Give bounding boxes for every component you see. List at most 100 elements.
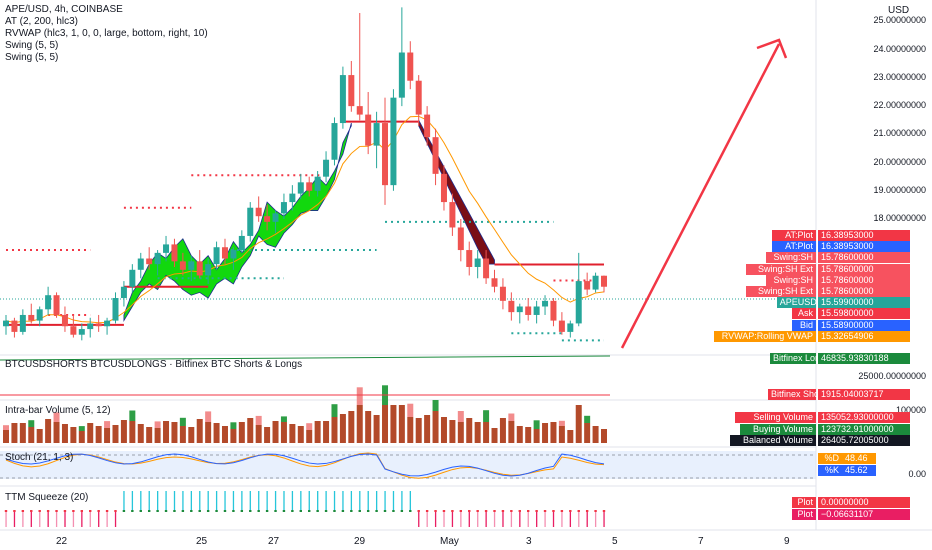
ttm-dot (535, 510, 538, 512)
candle (348, 60, 355, 112)
date-label: 3 (526, 536, 532, 547)
ttm-dot (602, 510, 606, 512)
ttm-bar (409, 491, 411, 511)
ttm-bar (98, 511, 100, 527)
ttm-dot (392, 510, 395, 512)
candle (558, 312, 565, 335)
price-tag-value: 15.78600000 (818, 263, 910, 275)
ttm-bar (55, 511, 58, 527)
ttm-dot (468, 510, 471, 512)
ttm-dot (543, 510, 547, 512)
candle (264, 204, 271, 231)
candle (373, 111, 380, 169)
volume-bar (516, 426, 523, 443)
ttm-dot (232, 510, 235, 512)
volume-bar (28, 420, 35, 443)
ttm-bar (232, 491, 235, 511)
arrow-drawing[interactable] (620, 38, 788, 349)
ttm-bar (317, 491, 319, 511)
volume-bar (247, 418, 254, 443)
volume-bar (373, 415, 380, 443)
ttm-bar (418, 511, 420, 527)
ttm-dot (13, 510, 16, 512)
ttm-bar (485, 511, 487, 527)
shorts-longs-legend[interactable]: BTCUSDSHORTS BTCUSDLONGS · Bitfinex BTC … (5, 359, 303, 370)
ttm-bar (603, 511, 605, 527)
date-label: 25 (196, 536, 208, 547)
ttm-dot (594, 510, 597, 512)
ttm-bar (342, 491, 344, 511)
volume-bar (382, 385, 389, 443)
volume-bar (19, 423, 26, 443)
stoch-k-line (5, 453, 605, 477)
volume-bar (272, 421, 279, 443)
ttm-dot (324, 510, 328, 512)
ttm-dot (257, 510, 260, 512)
price-tag-name: Swing:SH Ext (745, 263, 816, 275)
currency-label[interactable]: USD (888, 5, 910, 16)
price-tag-name: Ask (792, 308, 816, 320)
ttm-bar (493, 511, 496, 527)
ttm-dot (164, 510, 168, 512)
price-axis-label: 25.00000000 (873, 15, 926, 26)
candle (483, 250, 490, 284)
volume-bars (3, 385, 607, 443)
ttm-dot (442, 510, 446, 512)
ttm-dot (476, 510, 479, 512)
ttm-bar (291, 491, 294, 511)
price-axis-label: 22.00000000 (873, 100, 926, 111)
volume-bar (449, 420, 456, 443)
volume-bar (3, 425, 9, 443)
indicator-swing-legend[interactable]: Swing (5, 5) (5, 40, 59, 51)
ttm-bar (434, 511, 437, 527)
candle (508, 292, 515, 321)
candle (289, 185, 296, 211)
candle (339, 66, 346, 129)
ttm-dot (358, 510, 361, 512)
price-tag-name: AT:Plot (771, 230, 816, 241)
indicator-rvwap-legend[interactable]: RVWAP (hlc3, 1, 0, 0, large, bottom, rig… (5, 28, 208, 39)
ttm-dot (366, 510, 370, 512)
volume-bar (146, 427, 153, 443)
price-tag-value: 15.59800000 (818, 308, 910, 320)
ttm-dot (552, 510, 555, 512)
candle (449, 193, 456, 236)
ttm-dot (434, 510, 437, 512)
ttm-dot (526, 510, 530, 512)
volume-bar (45, 419, 52, 443)
volume-bar (348, 411, 355, 443)
ttm-bar (552, 511, 555, 527)
candlesticks (3, 7, 607, 341)
volume-bar (575, 405, 582, 443)
stoch-legend[interactable]: Stoch (21, 1, 3) (5, 452, 74, 463)
price-axis-label: 20.00000000 (873, 156, 926, 167)
volume-tag-name: Buying Volume (740, 423, 816, 435)
ttm-dot (409, 510, 412, 512)
ttm-bar (81, 511, 83, 527)
ttm-bar (190, 491, 192, 511)
volume-bar (499, 418, 506, 443)
ttm-dot (190, 510, 193, 512)
ttm-bar (106, 511, 108, 527)
date-label: 9 (784, 536, 790, 547)
volume-bar (230, 422, 237, 443)
ttm-dot (139, 510, 142, 512)
volume-bar (432, 400, 439, 443)
ttm-legend[interactable]: TTM Squeeze (20) (5, 492, 89, 503)
ttm-bar (89, 511, 91, 527)
volume-bar (280, 416, 287, 443)
volume-bar (221, 426, 228, 443)
volume-bar (154, 421, 161, 443)
ttm-dot (30, 510, 33, 512)
indicator-swing-legend-2[interactable]: Swing (5, 5) (5, 52, 59, 63)
symbol-title[interactable]: APE/USD, 4h, COINBASE (5, 4, 123, 15)
candle (78, 323, 85, 341)
indicator-at-legend[interactable]: AT (2, 200, hlc3) (5, 16, 78, 27)
ttm-dot (585, 510, 589, 512)
candle (297, 173, 304, 200)
volume-legend[interactable]: Intra-bar Volume (5, 12) (5, 405, 111, 416)
ttm-dot (105, 510, 109, 512)
price-tag-value: 15.32654906 (818, 330, 910, 342)
ttm-dot (501, 510, 505, 512)
ttm-bar (30, 511, 32, 527)
